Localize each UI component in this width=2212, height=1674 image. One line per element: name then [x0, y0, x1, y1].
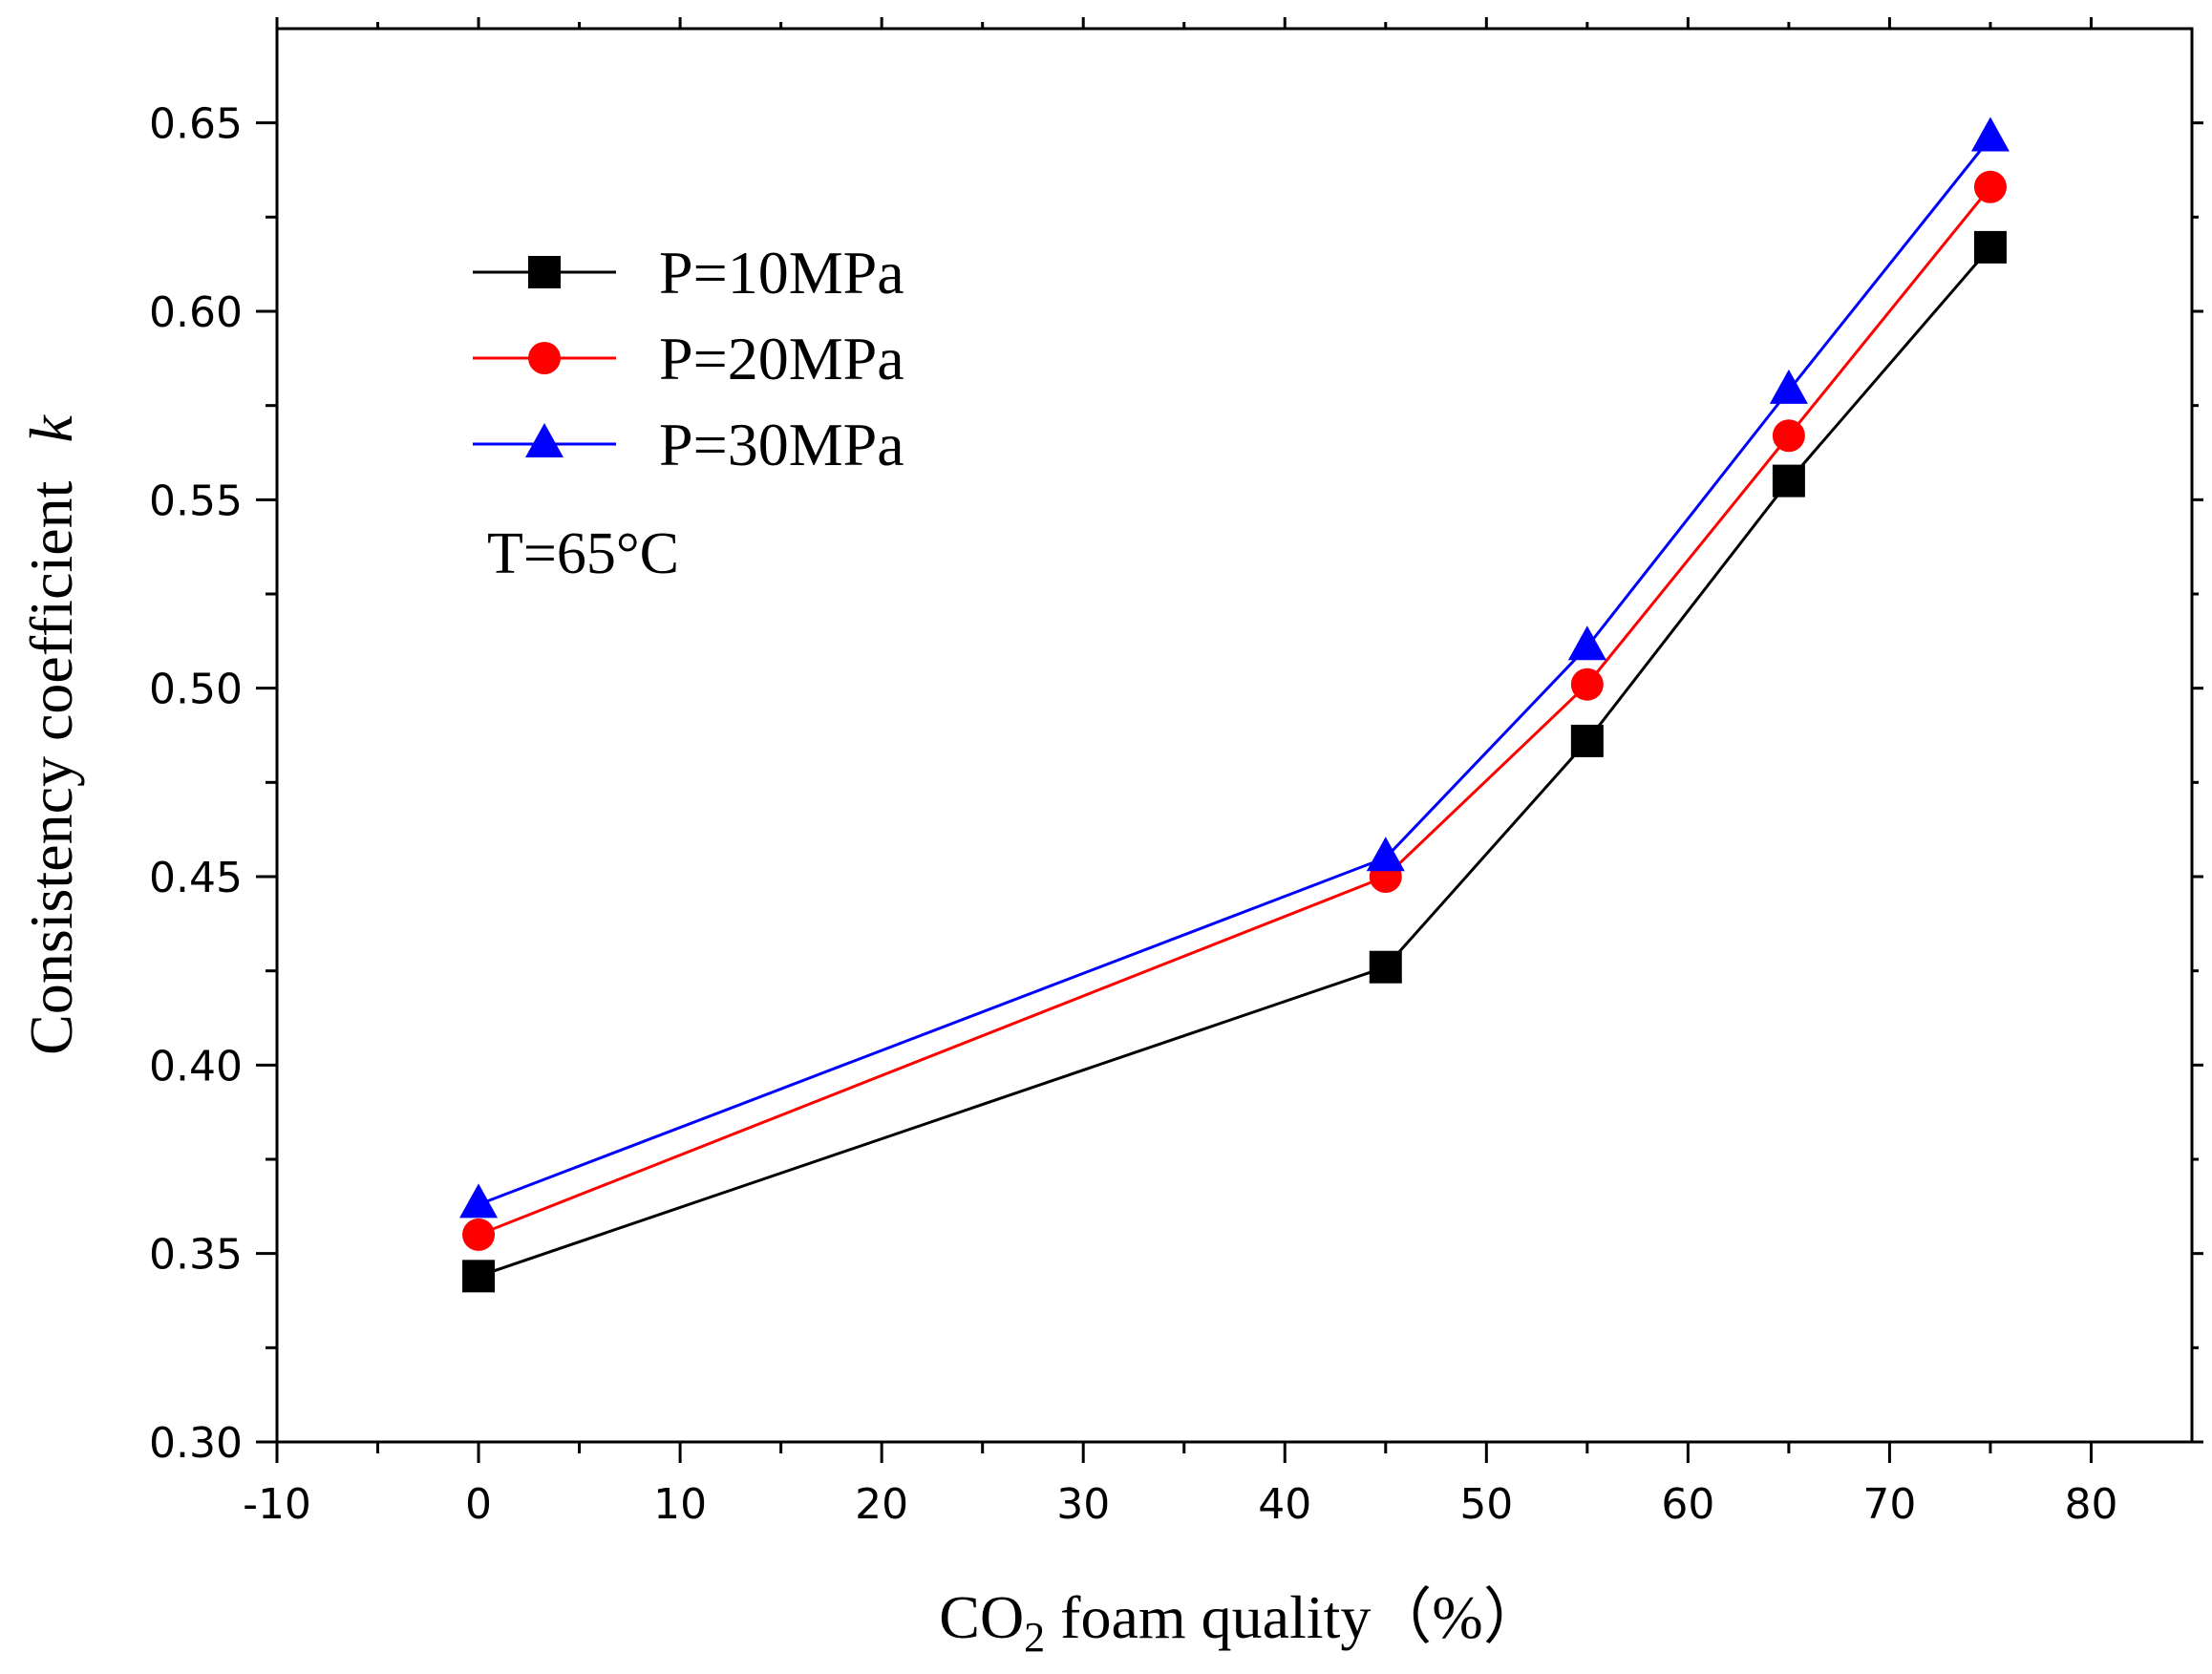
x-axis-label-subscript: 2: [1024, 1614, 1045, 1661]
y-tick-label: 0.35: [149, 1231, 243, 1280]
data-point-square: [1973, 230, 2007, 264]
data-point-circle: [462, 1218, 496, 1251]
annotation-temperature: T=65°C: [487, 521, 679, 586]
legend-label: P=20MPa: [659, 325, 904, 392]
data-point-square: [1772, 464, 1805, 498]
legend-label: P=30MPa: [659, 411, 904, 478]
y-tick-label: 0.50: [149, 666, 243, 714]
y-tick-label: 0.55: [149, 477, 243, 525]
data-point-triangle: [459, 1183, 499, 1218]
x-tick-label: -10: [243, 1480, 311, 1529]
x-axis-label-prefix: CO: [939, 1583, 1024, 1651]
data-point-circle: [1772, 419, 1805, 453]
series-group: [459, 117, 2010, 1293]
x-tick-label: 20: [855, 1480, 908, 1529]
data-point-square: [462, 1260, 496, 1293]
legend-marker-square: [528, 256, 561, 288]
legend: P=10MPa P=20MPa P=30MPa: [473, 239, 904, 478]
x-tick-label: 80: [2064, 1480, 2117, 1529]
x-axis-label: CO2 foam quality（%）: [939, 1583, 1543, 1661]
x-tick-label: 50: [1459, 1480, 1513, 1529]
x-tick-label: 40: [1258, 1480, 1311, 1529]
plot-frame: [275, 27, 2194, 1444]
y-tick-label: 0.40: [149, 1042, 243, 1091]
data-point-circle: [1973, 170, 2007, 203]
data-point-triangle: [1366, 837, 1405, 872]
x-tick-label: 30: [1056, 1480, 1110, 1529]
data-point-triangle: [1769, 369, 1808, 404]
data-point-circle: [1570, 667, 1604, 701]
y-tick-label: 0.30: [149, 1419, 243, 1468]
x-axis-label-suffix: foam quality（%）: [1045, 1583, 1544, 1651]
series-line-1: [478, 245, 1992, 1278]
legend-marker-triangle: [525, 423, 564, 457]
y-axis-label: Consistency coefficient k: [17, 414, 85, 1055]
data-point-triangle: [1567, 625, 1606, 661]
y-tick-label: 0.65: [149, 100, 243, 149]
data-point-square: [1369, 950, 1402, 984]
x-tick-label: 0: [465, 1480, 492, 1529]
axes: -10 0 10 20 30 40 50 60 70 80 0.30 0.35 0.40 0.45 0.50…: [149, 17, 2203, 1529]
legend-label: P=10MPa: [659, 239, 904, 307]
y-tick-label: 0.60: [149, 288, 243, 337]
y-axis-label-text: Consistency coefficient: [17, 480, 85, 1055]
data-point-square: [1570, 724, 1604, 757]
y-tick-label: 0.45: [149, 854, 243, 902]
x-tick-label: 10: [653, 1480, 707, 1529]
y-axis-label-italic: k: [17, 414, 85, 443]
data-point-triangle: [1970, 117, 2010, 152]
legend-marker-circle: [528, 342, 561, 374]
x-tick-label: 60: [1661, 1480, 1714, 1529]
x-tick-label: 70: [1862, 1480, 1916, 1529]
